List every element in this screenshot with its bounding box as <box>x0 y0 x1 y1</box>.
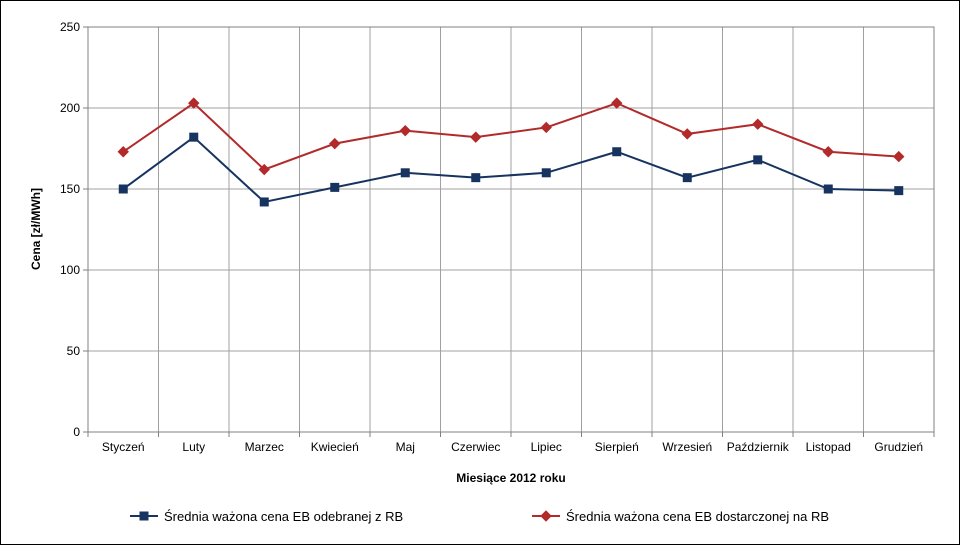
data-point <box>259 197 269 207</box>
legend-marker <box>540 510 552 522</box>
data-point <box>188 97 200 109</box>
x-tick-label: Maj <box>396 440 415 454</box>
y-axis-title: Cena [zł/MWh] <box>29 188 43 270</box>
series-line-1 <box>122 135 899 204</box>
data-point <box>681 128 693 140</box>
x-tick-label: Lipiec <box>531 440 562 454</box>
y-tick-label: 200 <box>60 101 80 115</box>
x-tick-label: Styczeń <box>102 440 145 454</box>
x-tick-label: Grudzień <box>874 440 923 454</box>
x-tick-label: Listopad <box>806 440 851 454</box>
data-point <box>752 118 764 130</box>
data-point <box>893 150 905 163</box>
legend-label: Średnia ważona cena EB dostarczonej na R… <box>566 509 829 524</box>
y-tick-label: 100 <box>60 263 80 277</box>
y-tick-label: 250 <box>60 20 80 34</box>
series-group <box>117 97 905 207</box>
y-tick-label: 50 <box>67 344 81 358</box>
y-tick-label: 150 <box>60 182 80 196</box>
x-tick-label: Wrzesień <box>662 440 712 454</box>
series-line-2 <box>122 101 899 171</box>
x-tick-label: Październik <box>727 440 790 454</box>
data-point <box>611 97 623 109</box>
x-axis: Styczeń Luty Marzec Kwiecień Maj Czerwiec Lipi… <box>87 432 935 454</box>
y-tick-label: 0 <box>73 425 80 439</box>
x-tick-label: Marzec <box>245 440 284 454</box>
data-point <box>471 173 481 183</box>
x-tick-label: Kwiecień <box>311 440 359 454</box>
x-tick-label: Luty <box>182 440 205 454</box>
data-point <box>470 131 482 143</box>
data-point <box>541 168 551 178</box>
data-point <box>118 184 128 194</box>
data-point <box>753 155 763 165</box>
data-point <box>612 147 622 157</box>
data-point <box>189 132 199 142</box>
x-tick-label: Czerwiec <box>451 440 500 454</box>
data-point <box>329 137 341 150</box>
y-axis: 0 50 100 150 200 250 <box>60 20 88 439</box>
x-tick-label: Sierpień <box>595 440 639 454</box>
x-axis-title: Miesiące 2012 roku <box>456 471 565 485</box>
legend-label: Średnia ważona cena EB odebranej z RB <box>164 509 403 524</box>
data-point <box>822 146 834 158</box>
data-point <box>399 124 411 137</box>
data-point <box>330 182 340 192</box>
data-point <box>682 173 692 183</box>
legend-marker <box>139 511 149 521</box>
data-point <box>540 121 552 134</box>
data-point <box>894 186 904 196</box>
data-point <box>823 184 833 194</box>
data-point <box>258 163 270 176</box>
data-point <box>117 146 129 158</box>
data-point <box>400 168 410 178</box>
legend: Średnia ważona cena EB odebranej z RB Śre… <box>130 509 829 524</box>
